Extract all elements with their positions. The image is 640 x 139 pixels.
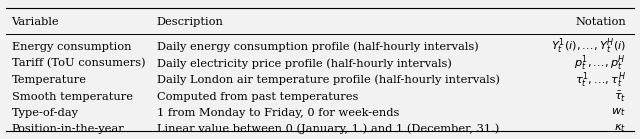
Text: Computed from past temperatures: Computed from past temperatures (157, 92, 358, 102)
Text: 1 from Monday to Friday, 0 for week-ends: 1 from Monday to Friday, 0 for week-ends (157, 108, 399, 118)
Text: $\bar{\tau}_t$: $\bar{\tau}_t$ (614, 90, 626, 104)
Text: $Y_t^1(i), \ldots, Y_t^H(i)$: $Y_t^1(i), \ldots, Y_t^H(i)$ (550, 37, 626, 56)
Text: Notation: Notation (575, 17, 626, 27)
Text: Daily energy consumption profile (half-hourly intervals): Daily energy consumption profile (half-h… (157, 41, 479, 52)
Text: $\tau_t^1, \ldots, \tau_t^H$: $\tau_t^1, \ldots, \tau_t^H$ (575, 70, 626, 90)
Text: $p_t^1, \ldots, p_t^H$: $p_t^1, \ldots, p_t^H$ (574, 53, 626, 73)
Text: Energy consumption: Energy consumption (12, 42, 131, 52)
Text: Variable: Variable (12, 17, 59, 27)
Text: Daily London air temperature profile (half-hourly intervals): Daily London air temperature profile (ha… (157, 75, 500, 85)
Text: Description: Description (157, 17, 223, 27)
Text: $w_t$: $w_t$ (611, 107, 626, 118)
Text: Smooth temperature: Smooth temperature (12, 92, 132, 102)
Text: $\kappa_t$: $\kappa_t$ (614, 123, 626, 134)
Text: Type-of-day: Type-of-day (12, 108, 79, 118)
Text: Temperature: Temperature (12, 75, 86, 85)
Text: Position-in-the-year: Position-in-the-year (12, 124, 124, 134)
Text: Daily electricity price profile (half-hourly intervals): Daily electricity price profile (half-ho… (157, 58, 452, 69)
Text: Tariff (ToU consumers): Tariff (ToU consumers) (12, 58, 145, 68)
Text: Linear value between 0 (January, 1.) and 1 (December, 31.): Linear value between 0 (January, 1.) and… (157, 123, 499, 134)
